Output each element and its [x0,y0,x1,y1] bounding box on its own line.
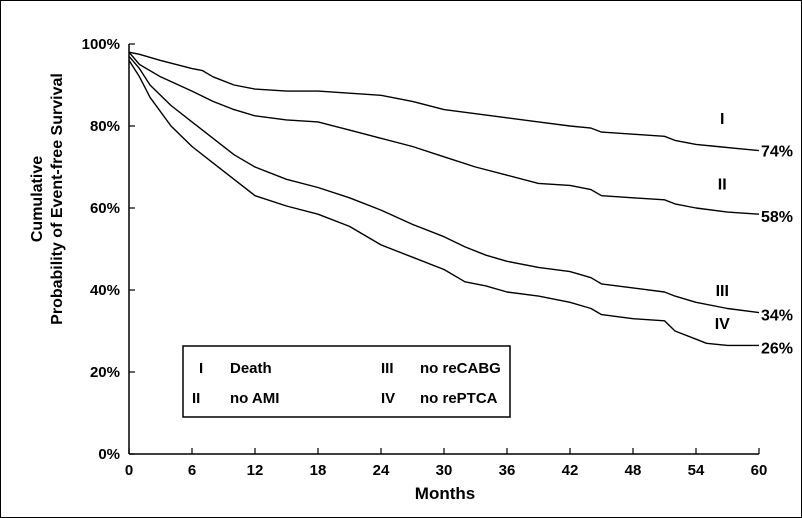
y-axis-title-line2: Probability of Event-free Survival [49,73,66,325]
x-tick-label: 36 [499,462,516,479]
curve-label-II: II [718,177,727,194]
x-tick-label: 0 [125,462,133,479]
legend-key-IV: IV [381,390,395,407]
legend-label-III: no reCABG [420,360,501,377]
series-layer [128,51,760,347]
y-tick-label: 60% [90,200,120,217]
end-value-label-III: 34% [761,308,793,325]
y-tick-label: 40% [90,282,120,299]
y-tick-label: 0% [98,446,120,463]
end-value-label-II: 58% [761,209,793,226]
curve-label-IV: IV [715,316,730,333]
series-line-III [128,55,760,314]
x-tick-label: 12 [247,462,264,479]
y-tick-label: 20% [90,364,120,381]
curve-label-III: III [716,283,729,300]
legend-label-I: Death [230,360,272,377]
x-tick-label: 30 [436,462,453,479]
x-tick-label: 18 [310,462,327,479]
legend-key-III: III [381,360,394,377]
axes: 0 6 12 18 24 30 36 42 48 54 60 0% 20% 40% 60% 80% 100% [82,36,768,479]
end-value-label-IV: 26% [761,340,793,357]
curve-label-I: I [720,111,724,128]
legend-key-II: II [192,390,200,407]
legend-box [182,345,511,418]
legend-label-II: no AMI [230,390,279,407]
series-line-II [128,51,760,215]
x-tick-label: 24 [373,462,390,479]
x-tick-label: 54 [688,462,705,479]
y-axis-title-line1: Cumulative [29,156,46,242]
end-value-label-I: 74% [761,144,793,161]
y-tick-label: 100% [82,36,120,53]
x-tick-label: 42 [562,462,579,479]
y-tick-label: 80% [90,118,120,135]
x-tick-label: 48 [625,462,642,479]
legend: I Death II no AMI III no reCABG IV no re… [182,345,511,418]
legend-key-I: I [199,360,203,377]
series-line-I [128,51,760,152]
x-tick-label: 60 [751,462,768,479]
x-tick-label: 6 [188,462,196,479]
labels-layer: I 74% II 58% III 34% IV 26% [715,111,793,357]
x-axis-title: Months [415,484,475,503]
legend-label-IV: no rePTCA [420,390,498,407]
series-line-IV [128,60,759,347]
